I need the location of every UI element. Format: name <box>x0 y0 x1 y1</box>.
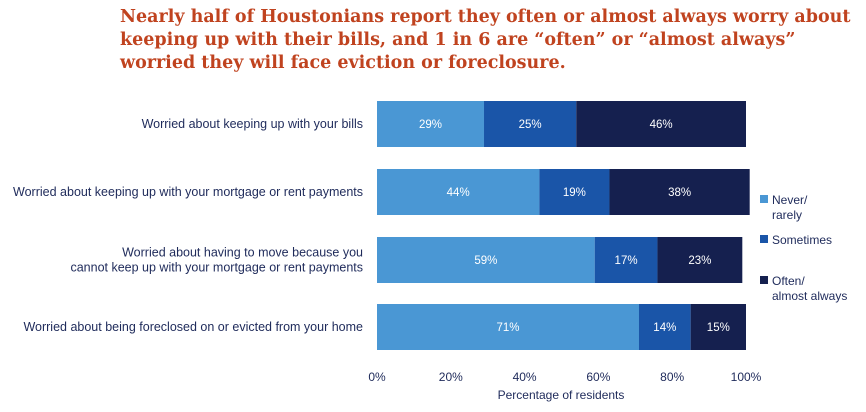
bar-segment <box>377 304 639 350</box>
data-label: 19% <box>563 187 586 199</box>
data-label: 71% <box>496 322 519 334</box>
legend-label: almost always <box>772 289 847 303</box>
bar-segment <box>690 304 746 350</box>
data-label: 44% <box>447 187 470 199</box>
bar-segment <box>609 169 750 215</box>
bar-segment <box>539 169 610 215</box>
category-label: Worried about keeping up with your mortg… <box>13 185 363 199</box>
data-label: 14% <box>653 322 676 334</box>
chart-title: Nearly half of Houstonians report they o… <box>120 7 851 73</box>
bar-segment <box>377 169 540 215</box>
x-axis-ticks: 0% 20% 40% 60% 80% 100% <box>368 370 761 384</box>
legend-swatch <box>760 195 768 203</box>
bar-segment <box>377 237 595 283</box>
legend: Never/rarely Sometimes Often/almost always <box>760 193 847 303</box>
legend-swatch <box>760 276 768 284</box>
legend-label: Sometimes <box>772 233 832 247</box>
legend-label: Never/ <box>772 193 808 207</box>
bar-segment <box>377 101 485 147</box>
data-label: 23% <box>688 255 711 267</box>
x-axis-title: Percentage of residents <box>498 388 625 402</box>
category-label: Worried about keeping up with your bills <box>142 117 363 131</box>
category-label: cannot keep up with your mortgage or ren… <box>70 261 363 275</box>
bars-group: 29% 25% 46% 44% 19% 38% 59% 17% 23% 71% 14% 15% <box>377 101 750 350</box>
x-tick-label: 100% <box>731 370 762 384</box>
data-label: 46% <box>650 119 673 131</box>
legend-label: Often/ <box>772 274 805 288</box>
category-label: Worried about having to move because you <box>122 246 363 260</box>
bar-segment <box>594 237 658 283</box>
x-tick-label: 0% <box>368 370 386 384</box>
bar-segment <box>576 101 746 147</box>
x-tick-label: 40% <box>513 370 537 384</box>
legend-label: rarely <box>772 208 802 222</box>
x-tick-label: 80% <box>660 370 684 384</box>
category-label: Worried about being foreclosed on or evi… <box>23 320 363 334</box>
data-label: 17% <box>615 255 638 267</box>
bar-segment <box>657 237 743 283</box>
bar-segment <box>484 101 577 147</box>
data-label: 29% <box>419 119 442 131</box>
data-label: 38% <box>668 187 691 199</box>
data-label: 15% <box>707 322 730 334</box>
data-label: 59% <box>474 255 497 267</box>
category-labels: Worried about keeping up with your bills… <box>13 117 363 334</box>
bar-segment <box>638 304 691 350</box>
x-tick-label: 60% <box>586 370 610 384</box>
legend-swatch <box>760 235 768 243</box>
x-tick-label: 20% <box>439 370 463 384</box>
data-label: 25% <box>519 119 542 131</box>
